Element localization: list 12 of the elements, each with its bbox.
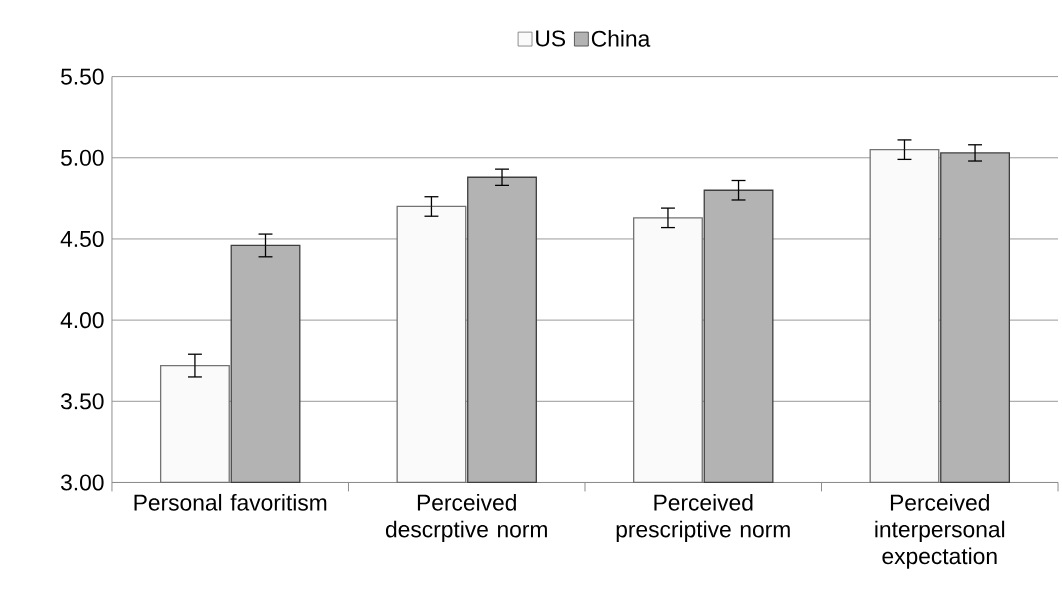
y-tick-label: 4.50 (60, 230, 104, 248)
legend-label: China (591, 30, 651, 47)
y-tick-label: 5.50 (61, 68, 104, 85)
y-tick-label: 3.00 (60, 474, 104, 491)
legend-label: US (536, 30, 566, 47)
x-tick-label: Personal favoritism (134, 494, 327, 511)
x-tick-label: Perceived descrptive norm (385, 494, 547, 543)
x-tick-label: Perceived prescriptive norm (616, 494, 790, 543)
y-tick-label: 5.00 (61, 149, 104, 166)
x-tick-label: Perceived interpersonal expectation (875, 494, 1005, 569)
y-tick-label: 3.50 (60, 393, 104, 410)
y-tick-label: 4.00 (60, 312, 104, 329)
